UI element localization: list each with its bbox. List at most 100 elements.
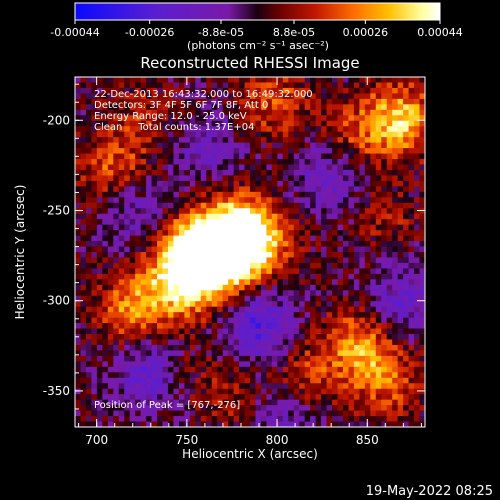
heatmap-cell	[332, 180, 338, 187]
heatmap-cell	[184, 241, 191, 247]
heatmap-cell	[359, 295, 366, 302]
heatmap-cell	[206, 137, 213, 144]
heatmap-cell	[271, 208, 278, 215]
heatmap-cell	[146, 224, 152, 231]
heatmap-cell	[364, 213, 371, 220]
heatmap-cell	[222, 126, 229, 133]
heatmap-cell	[255, 137, 262, 144]
heatmap-cell	[200, 273, 207, 280]
heatmap-cell	[239, 98, 245, 105]
heatmap-cell	[178, 82, 185, 89]
heatmap-cell	[157, 377, 163, 384]
heatmap-cell	[271, 131, 278, 138]
heatmap-cell	[200, 394, 207, 401]
heatmap-cell	[211, 366, 218, 373]
heatmap-cell	[178, 284, 185, 291]
heatmap-cell	[321, 405, 327, 411]
heatmap-cell	[381, 126, 388, 133]
heatmap-cell	[146, 153, 152, 160]
heatmap-cell	[288, 169, 295, 176]
heatmap-cell	[359, 120, 366, 127]
heatmap-cell	[364, 366, 371, 373]
heatmap-cell	[277, 252, 284, 258]
heatmap-cell	[113, 230, 120, 236]
heatmap-cell	[162, 191, 169, 198]
heatmap-cell	[282, 98, 289, 105]
heatmap-cell	[403, 312, 409, 319]
heatmap-cell	[408, 252, 415, 258]
heatmap-cell	[96, 350, 103, 357]
heatmap-cell	[118, 213, 125, 220]
heatmap-cell	[408, 317, 415, 324]
heatmap-cell	[184, 153, 191, 160]
heatmap-cell	[206, 383, 213, 390]
heatmap-cell	[255, 339, 262, 346]
heatmap-cell	[140, 148, 147, 154]
heatmap-cell	[233, 344, 240, 351]
heatmap-cell	[408, 230, 415, 236]
heatmap-cell	[310, 87, 317, 94]
heatmap-cell	[118, 317, 125, 324]
heatmap-cell	[124, 115, 131, 122]
heatmap-cell	[266, 355, 273, 362]
heatmap-cell	[113, 87, 120, 94]
heatmap-cell	[102, 268, 109, 275]
heatmap-cell	[124, 334, 131, 340]
heatmap-cell	[91, 219, 98, 226]
heatmap-cell	[140, 197, 147, 204]
heatmap-cell	[315, 186, 322, 193]
heatmap-cell	[392, 355, 399, 362]
heatmap-cell	[370, 323, 377, 329]
heatmap-cell	[189, 312, 196, 319]
heatmap-cell	[353, 175, 360, 182]
heatmap-cell	[211, 377, 218, 384]
heatmap-cell	[419, 224, 426, 231]
heatmap-cell	[299, 191, 306, 198]
heatmap-cell	[370, 284, 377, 291]
heatmap-cell	[146, 416, 152, 422]
heatmap-cell	[217, 399, 224, 406]
heatmap-cell	[397, 115, 404, 122]
heatmap-cell	[113, 120, 120, 127]
heatmap-cell	[118, 334, 125, 340]
heatmap-cell	[118, 164, 125, 171]
heatmap-cell	[178, 77, 185, 83]
heatmap-cell	[359, 98, 366, 105]
heatmap-cell	[310, 366, 317, 373]
heatmap-cell	[228, 164, 234, 171]
heatmap-cell	[85, 148, 92, 154]
heatmap-cell	[195, 175, 202, 182]
heatmap-cell	[239, 344, 245, 351]
heatmap-cell	[80, 416, 87, 422]
heatmap-cell	[195, 388, 202, 395]
heatmap-cell	[359, 115, 366, 122]
heatmap-cell	[173, 388, 180, 395]
heatmap-cell	[266, 142, 273, 149]
heatmap-cell	[282, 109, 289, 116]
heatmap-cell	[157, 372, 163, 379]
heatmap-cell	[211, 323, 218, 329]
heatmap-cell	[419, 410, 426, 417]
heatmap-cell	[146, 235, 152, 242]
heatmap-cell	[146, 377, 152, 384]
heatmap-cell	[310, 388, 317, 395]
heatmap-cell	[392, 268, 399, 275]
heatmap-cell	[206, 334, 213, 340]
heatmap-cell	[364, 77, 371, 83]
heatmap-cell	[342, 273, 349, 280]
heatmap-cell	[124, 350, 131, 357]
heatmap-cell	[255, 366, 262, 373]
heatmap-cell	[239, 120, 245, 127]
heatmap-cell	[91, 148, 98, 154]
heatmap-cell	[124, 344, 131, 351]
heatmap-cell	[113, 82, 120, 89]
heatmap-cell	[173, 208, 180, 215]
heatmap-cell	[386, 169, 393, 176]
heatmap-cell	[211, 180, 218, 187]
heatmap-cell	[189, 344, 196, 351]
heatmap-cell	[370, 186, 377, 193]
heatmap-cell	[403, 153, 409, 160]
heatmap-cell	[277, 175, 284, 182]
heatmap-cell	[151, 257, 158, 264]
heatmap-cell	[135, 301, 142, 308]
